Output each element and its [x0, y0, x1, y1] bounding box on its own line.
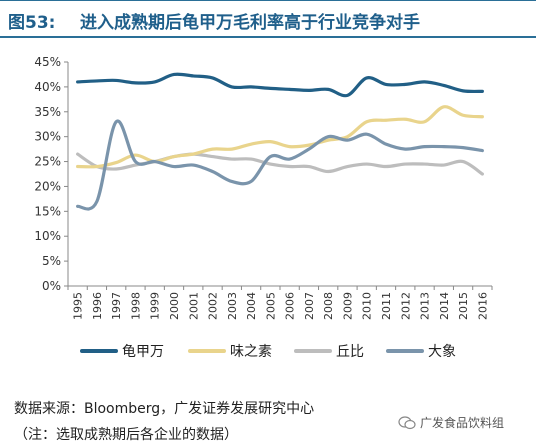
line-chart: 0% 5% 10% 15% 20% 25% 30% 35% 40% 45% 1995 1996 1997…	[34, 55, 493, 360]
series-line-4	[76, 119, 484, 211]
x-tick-label: 2001	[187, 292, 200, 320]
x-tick-label: 2000	[168, 292, 181, 320]
title-bar: 图53: 进入成熟期后龟甲万毛利率高于行业竞争对手	[0, 0, 536, 38]
figure-label: 图53:	[8, 13, 56, 33]
legend-label: 丘比	[336, 344, 364, 360]
data-note: （注：选取成熟期后各企业的数据）	[14, 427, 238, 443]
series-line-1	[76, 72, 484, 98]
y-tick-label: 15%	[34, 204, 61, 218]
x-tick-label: 2012	[399, 292, 412, 320]
x-tick-label: 2007	[303, 292, 316, 320]
x-tick-label: 2006	[284, 292, 297, 320]
watermark: 广发食品饮料组	[398, 414, 504, 431]
x-tick-label: 1999	[149, 292, 162, 320]
x-tick-label: 2011	[380, 292, 393, 320]
source-note: 数据来源：Bloomberg，广发证券发展研究中心	[14, 401, 315, 417]
x-tick-label: 2010	[361, 292, 374, 320]
y-tick-label: 20%	[34, 179, 61, 193]
x-tick-label: 2009	[341, 292, 354, 320]
x-tick-label: 2008	[322, 292, 335, 320]
watermark-text: 广发食品饮料组	[420, 416, 505, 430]
legend-label: 龟甲万	[122, 344, 164, 360]
legend-label: 大象	[428, 344, 456, 360]
x-tick-label: 2015	[457, 292, 470, 320]
x-tick-label: 1997	[110, 292, 123, 320]
y-tick-label: 0%	[42, 279, 61, 293]
x-tick-label: 1996	[91, 292, 104, 320]
y-tick-label: 25%	[34, 155, 61, 169]
x-tick-label: 1998	[129, 292, 142, 320]
chat-bubble-icon	[398, 415, 416, 429]
x-tick-label: 2002	[207, 292, 220, 320]
legend-label: 味之素	[230, 344, 272, 360]
y-tick-label: 45%	[34, 55, 61, 69]
page-title: 进入成熟期后龟甲万毛利率高于行业竞争对手	[80, 13, 420, 33]
y-tick-label: 5%	[42, 254, 61, 268]
x-tick-label: 2005	[264, 292, 277, 320]
x-tick-label: 2013	[419, 292, 432, 320]
x-tick-label: 2016	[476, 292, 489, 320]
y-tick-label: 30%	[34, 130, 61, 144]
series-line-2	[76, 105, 484, 169]
x-tick-label: 2014	[438, 292, 451, 320]
y-tick-label: 10%	[34, 229, 61, 243]
x-tick-label: 1995	[72, 292, 85, 320]
x-tick-label: 2003	[226, 292, 239, 320]
y-tick-label: 40%	[34, 80, 61, 94]
x-tick-label: 2004	[245, 292, 258, 320]
y-tick-label: 35%	[34, 105, 61, 119]
